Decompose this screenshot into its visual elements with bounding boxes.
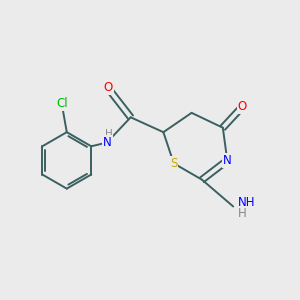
Text: N: N [103, 136, 111, 149]
Text: S: S [170, 157, 178, 170]
Text: N: N [223, 154, 232, 167]
Text: O: O [238, 100, 247, 113]
Text: O: O [104, 81, 113, 94]
Text: NH: NH [238, 196, 255, 209]
Text: H: H [104, 129, 112, 139]
Text: H: H [238, 207, 246, 220]
Text: Cl: Cl [56, 98, 68, 110]
